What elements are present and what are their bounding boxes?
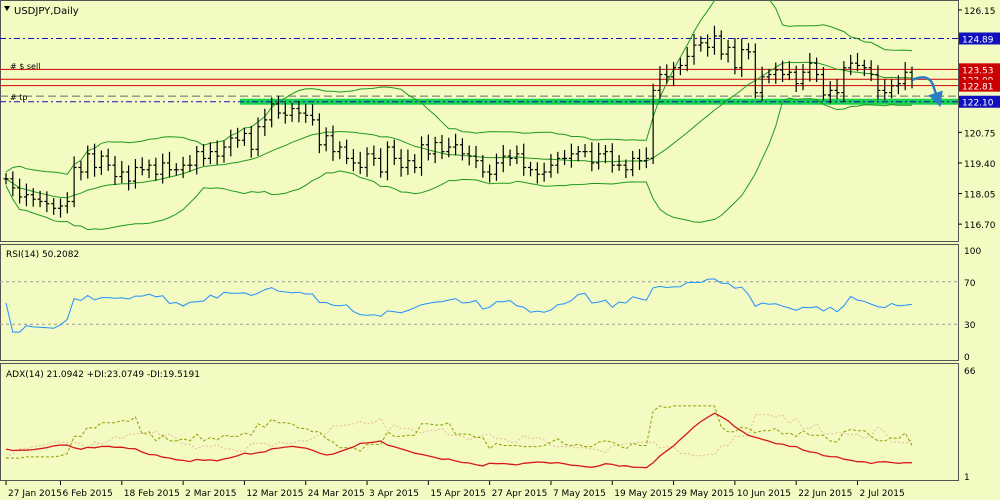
price-level-tag: [959, 63, 1000, 76]
date-tick-label: 2 Mar 2015: [185, 489, 236, 499]
rsi-tick-label: 30: [964, 321, 976, 331]
chart-title: USDJPY,Daily: [14, 6, 79, 17]
adx-tick-label: 1: [964, 473, 970, 483]
date-tick-label: 12 Mar 2015: [246, 489, 303, 499]
rsi-tick-label: 100: [964, 247, 981, 257]
price-level-tag-text: 122.10: [962, 99, 994, 109]
price-level-tag: [959, 32, 1000, 45]
adx-panel: [0, 363, 959, 481]
date-tick-label: 27 Jan 2015: [8, 489, 62, 499]
minus-di-line: [5, 414, 913, 459]
curved-arrow-down-icon: [911, 76, 943, 108]
date-tick-label: 2 Jul 2015: [860, 489, 905, 499]
price-level-tag: [959, 95, 1000, 108]
date-tick-label: 6 Feb 2015: [62, 489, 112, 499]
triangle-down-icon[interactable]: [4, 6, 10, 11]
rsi-panel: [0, 244, 959, 361]
price-tick-label: 126.15: [964, 7, 996, 17]
date-tick-label: 15 Apr 2015: [430, 489, 486, 499]
date-tick-label: 7 May 2015: [553, 489, 606, 499]
rsi-tick-label: 70: [964, 279, 976, 289]
rsi-tick-label: 0: [964, 353, 970, 363]
price-level-tag: [959, 79, 1000, 92]
price-tick-label: 119.40: [964, 160, 996, 170]
price-level-tag-text: 124.89: [962, 35, 994, 45]
band-upper-line: [5, 0, 913, 175]
price-tick-label: 116.70: [964, 221, 996, 231]
date-tick-label: 24 Mar 2015: [308, 489, 365, 499]
sell-order-label: # $ sell: [10, 62, 40, 71]
rsi-label: RSI(14) 50.2082: [6, 250, 79, 260]
date-tick-label: 22 Jun 2015: [798, 489, 852, 499]
price-tick-label: 120.75: [964, 129, 996, 139]
price-panel: [0, 0, 959, 242]
adx-tick-label: 66: [964, 367, 976, 377]
date-tick-label: 10 Jun 2015: [737, 489, 791, 499]
band-lower-line: [5, 97, 913, 231]
date-tick-label: 19 May 2015: [614, 489, 673, 499]
price-level-tag-text: 122.81: [962, 83, 994, 93]
price-level-tag-text: 123.53: [962, 66, 994, 76]
adx-label: ADX(14) 21.0942 +DI:23.0749 -DI:19.5191: [6, 370, 200, 380]
date-tick-label: 29 May 2015: [676, 489, 735, 499]
date-tick-label: 18 Feb 2015: [124, 489, 180, 499]
date-tick-label: 3 Apr 2015: [369, 489, 419, 499]
date-tick-label: 27 Apr 2015: [492, 489, 548, 499]
price-tick-label: 118.05: [964, 191, 996, 201]
plus-di-line: [6, 405, 913, 459]
band-middle-line: [5, 61, 913, 199]
tp-order-label: # tp: [10, 93, 27, 102]
adx-line: [5, 412, 913, 469]
rsi-line: [5, 278, 913, 333]
